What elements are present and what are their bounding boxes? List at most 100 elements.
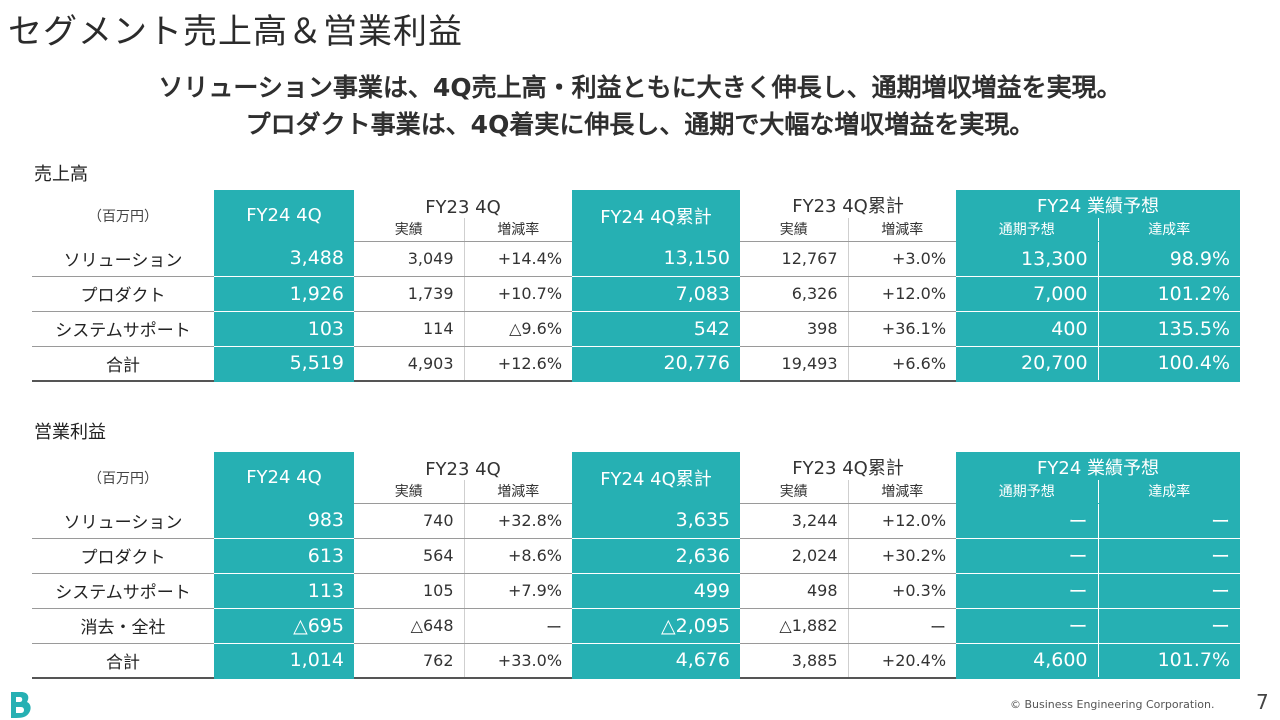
table-row: ソリューション 3,488 3,049 +14.4% 13,150 12,767… [32,241,1240,276]
cell-fy24-4q: 983 [214,503,354,538]
cell-change-cum: +20.4% [848,643,956,678]
cell-forecast: 400 [956,311,1098,346]
cell-fy24-cum: 499 [572,573,740,608]
cell-fy24-4q: 103 [214,311,354,346]
copyright-text: © Business Engineering Corporation. [1010,698,1214,711]
cell-achievement: 101.2% [1098,276,1240,311]
page-title: セグメント売上高＆営業利益 [8,4,463,53]
headline-line-1: ソリューション事業は、4Q売上高・利益ともに大きく伸長し、通期増収増益を実現。 [0,68,1280,104]
cell-fy24-cum: 20,776 [572,346,740,381]
sub-header-change: 増減率 [464,480,572,503]
cell-achievement: ー [1098,573,1240,608]
cell-fy24-cum: 7,083 [572,276,740,311]
cell-achievement: ー [1098,538,1240,573]
cell-fy23-4q: 114 [354,311,464,346]
profit-section-label: 営業利益 [34,418,106,444]
col-header-fy23-4q-cum: FY23 4Q累計 [740,190,956,218]
row-label: 合計 [32,643,214,678]
cell-achievement: 135.5% [1098,311,1240,346]
cell-fy24-4q: △695 [214,608,354,643]
sub-header-full-year: 通期予想 [956,218,1098,241]
cell-change-cum: +0.3% [848,573,956,608]
cell-achievement: ー [1098,503,1240,538]
sub-header-full-year: 通期予想 [956,480,1098,503]
cell-change: ー [464,608,572,643]
col-header-forecast: FY24 業績予想 [956,452,1240,480]
cell-fy24-cum: 2,636 [572,538,740,573]
cell-fy23-cum: 398 [740,311,848,346]
cell-change: +32.8% [464,503,572,538]
cell-fy24-4q: 113 [214,573,354,608]
cell-change-cum: +3.0% [848,241,956,276]
cell-forecast: 20,700 [956,346,1098,381]
cell-achievement: 101.7% [1098,643,1240,678]
cell-fy24-4q: 613 [214,538,354,573]
sub-header-change: 増減率 [848,480,956,503]
cell-change-cum: +12.0% [848,276,956,311]
cell-fy24-cum: 4,676 [572,643,740,678]
unit-label: （百万円） [32,190,214,241]
col-header-fy23-4q-cum: FY23 4Q累計 [740,452,956,480]
cell-forecast: ー [956,503,1098,538]
cell-forecast: ー [956,608,1098,643]
cell-fy23-4q: 105 [354,573,464,608]
table-row-total: 合計 1,014 762 +33.0% 4,676 3,885 +20.4% 4… [32,643,1240,678]
table-row: プロダクト 1,926 1,739 +10.7% 7,083 6,326 +12… [32,276,1240,311]
sub-header-actual: 実績 [740,480,848,503]
sales-section-label: 売上高 [34,160,88,186]
cell-fy24-cum: 13,150 [572,241,740,276]
sub-header-achievement: 達成率 [1098,480,1240,503]
cell-fy24-cum: 542 [572,311,740,346]
table-row: プロダクト 613 564 +8.6% 2,636 2,024 +30.2% ー… [32,538,1240,573]
headline-line-2: プロダクト事業は、4Q着実に伸長し、通期で大幅な増収増益を実現。 [0,105,1280,141]
cell-change: +7.9% [464,573,572,608]
cell-achievement: 98.9% [1098,241,1240,276]
sub-header-actual: 実績 [740,218,848,241]
cell-fy24-4q: 3,488 [214,241,354,276]
cell-forecast: ー [956,538,1098,573]
cell-change: △9.6% [464,311,572,346]
cell-forecast: 4,600 [956,643,1098,678]
col-header-fy24-4q: FY24 4Q [214,452,354,503]
row-label: 消去・全社 [32,608,214,643]
cell-achievement: 100.4% [1098,346,1240,381]
cell-fy24-cum: 3,635 [572,503,740,538]
cell-fy23-cum: △1,882 [740,608,848,643]
cell-forecast: ー [956,573,1098,608]
cell-fy23-4q: 1,739 [354,276,464,311]
unit-label: （百万円） [32,452,214,503]
table-row: システムサポート 103 114 △9.6% 542 398 +36.1% 40… [32,311,1240,346]
col-header-fy24-4q-cum: FY24 4Q累計 [572,452,740,503]
cell-forecast: 7,000 [956,276,1098,311]
table-row: 消去・全社 △695 △648 ー △2,095 △1,882 ー ー ー [32,608,1240,643]
table-row: システムサポート 113 105 +7.9% 499 498 +0.3% ー ー [32,573,1240,608]
col-header-fy24-4q-cum: FY24 4Q累計 [572,190,740,241]
cell-fy23-4q: 762 [354,643,464,678]
cell-change-cum: ー [848,608,956,643]
cell-change: +10.7% [464,276,572,311]
cell-change: +14.4% [464,241,572,276]
sales-table: （百万円） FY24 4Q FY23 4Q FY24 4Q累計 FY23 4Q累… [32,190,1240,382]
cell-fy23-4q: 564 [354,538,464,573]
sub-header-actual: 実績 [354,480,464,503]
row-label: ソリューション [32,241,214,276]
col-header-forecast: FY24 業績予想 [956,190,1240,218]
sub-header-actual: 実績 [354,218,464,241]
table-row-total: 合計 5,519 4,903 +12.6% 20,776 19,493 +6.6… [32,346,1240,381]
cell-fy23-4q: 4,903 [354,346,464,381]
cell-change-cum: +12.0% [848,503,956,538]
cell-fy24-cum: △2,095 [572,608,740,643]
cell-fy24-4q: 5,519 [214,346,354,381]
sub-header-change: 増減率 [848,218,956,241]
cell-change: +8.6% [464,538,572,573]
profit-table: （百万円） FY24 4Q FY23 4Q FY24 4Q累計 FY23 4Q累… [32,452,1240,679]
cell-fy23-4q: 740 [354,503,464,538]
page-number: 7 [1256,690,1269,714]
b-logo-icon [8,690,34,720]
cell-fy23-cum: 498 [740,573,848,608]
row-label: プロダクト [32,276,214,311]
cell-fy24-4q: 1,014 [214,643,354,678]
row-label: ソリューション [32,503,214,538]
cell-forecast: 13,300 [956,241,1098,276]
cell-change-cum: +36.1% [848,311,956,346]
